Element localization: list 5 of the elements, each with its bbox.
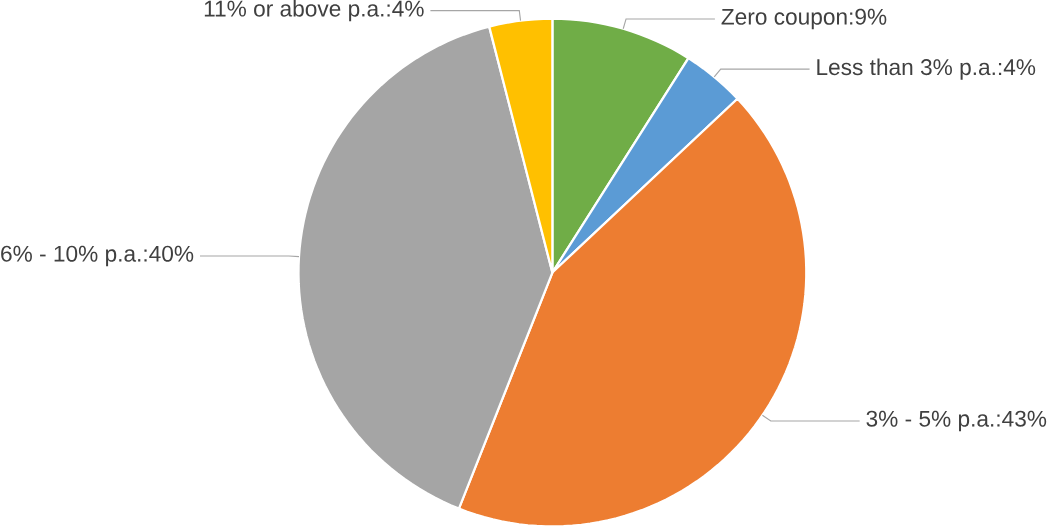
slice-label: 3% - 5% p.a.:43% xyxy=(866,410,1047,432)
slice-label: 11% or above p.a.:4% xyxy=(204,0,424,22)
slice-label: Zero coupon:9% xyxy=(721,8,887,30)
slice-label: 6% - 10% p.a.:40% xyxy=(1,245,194,267)
slice-label: Less than 3% p.a.:4% xyxy=(817,58,1036,80)
